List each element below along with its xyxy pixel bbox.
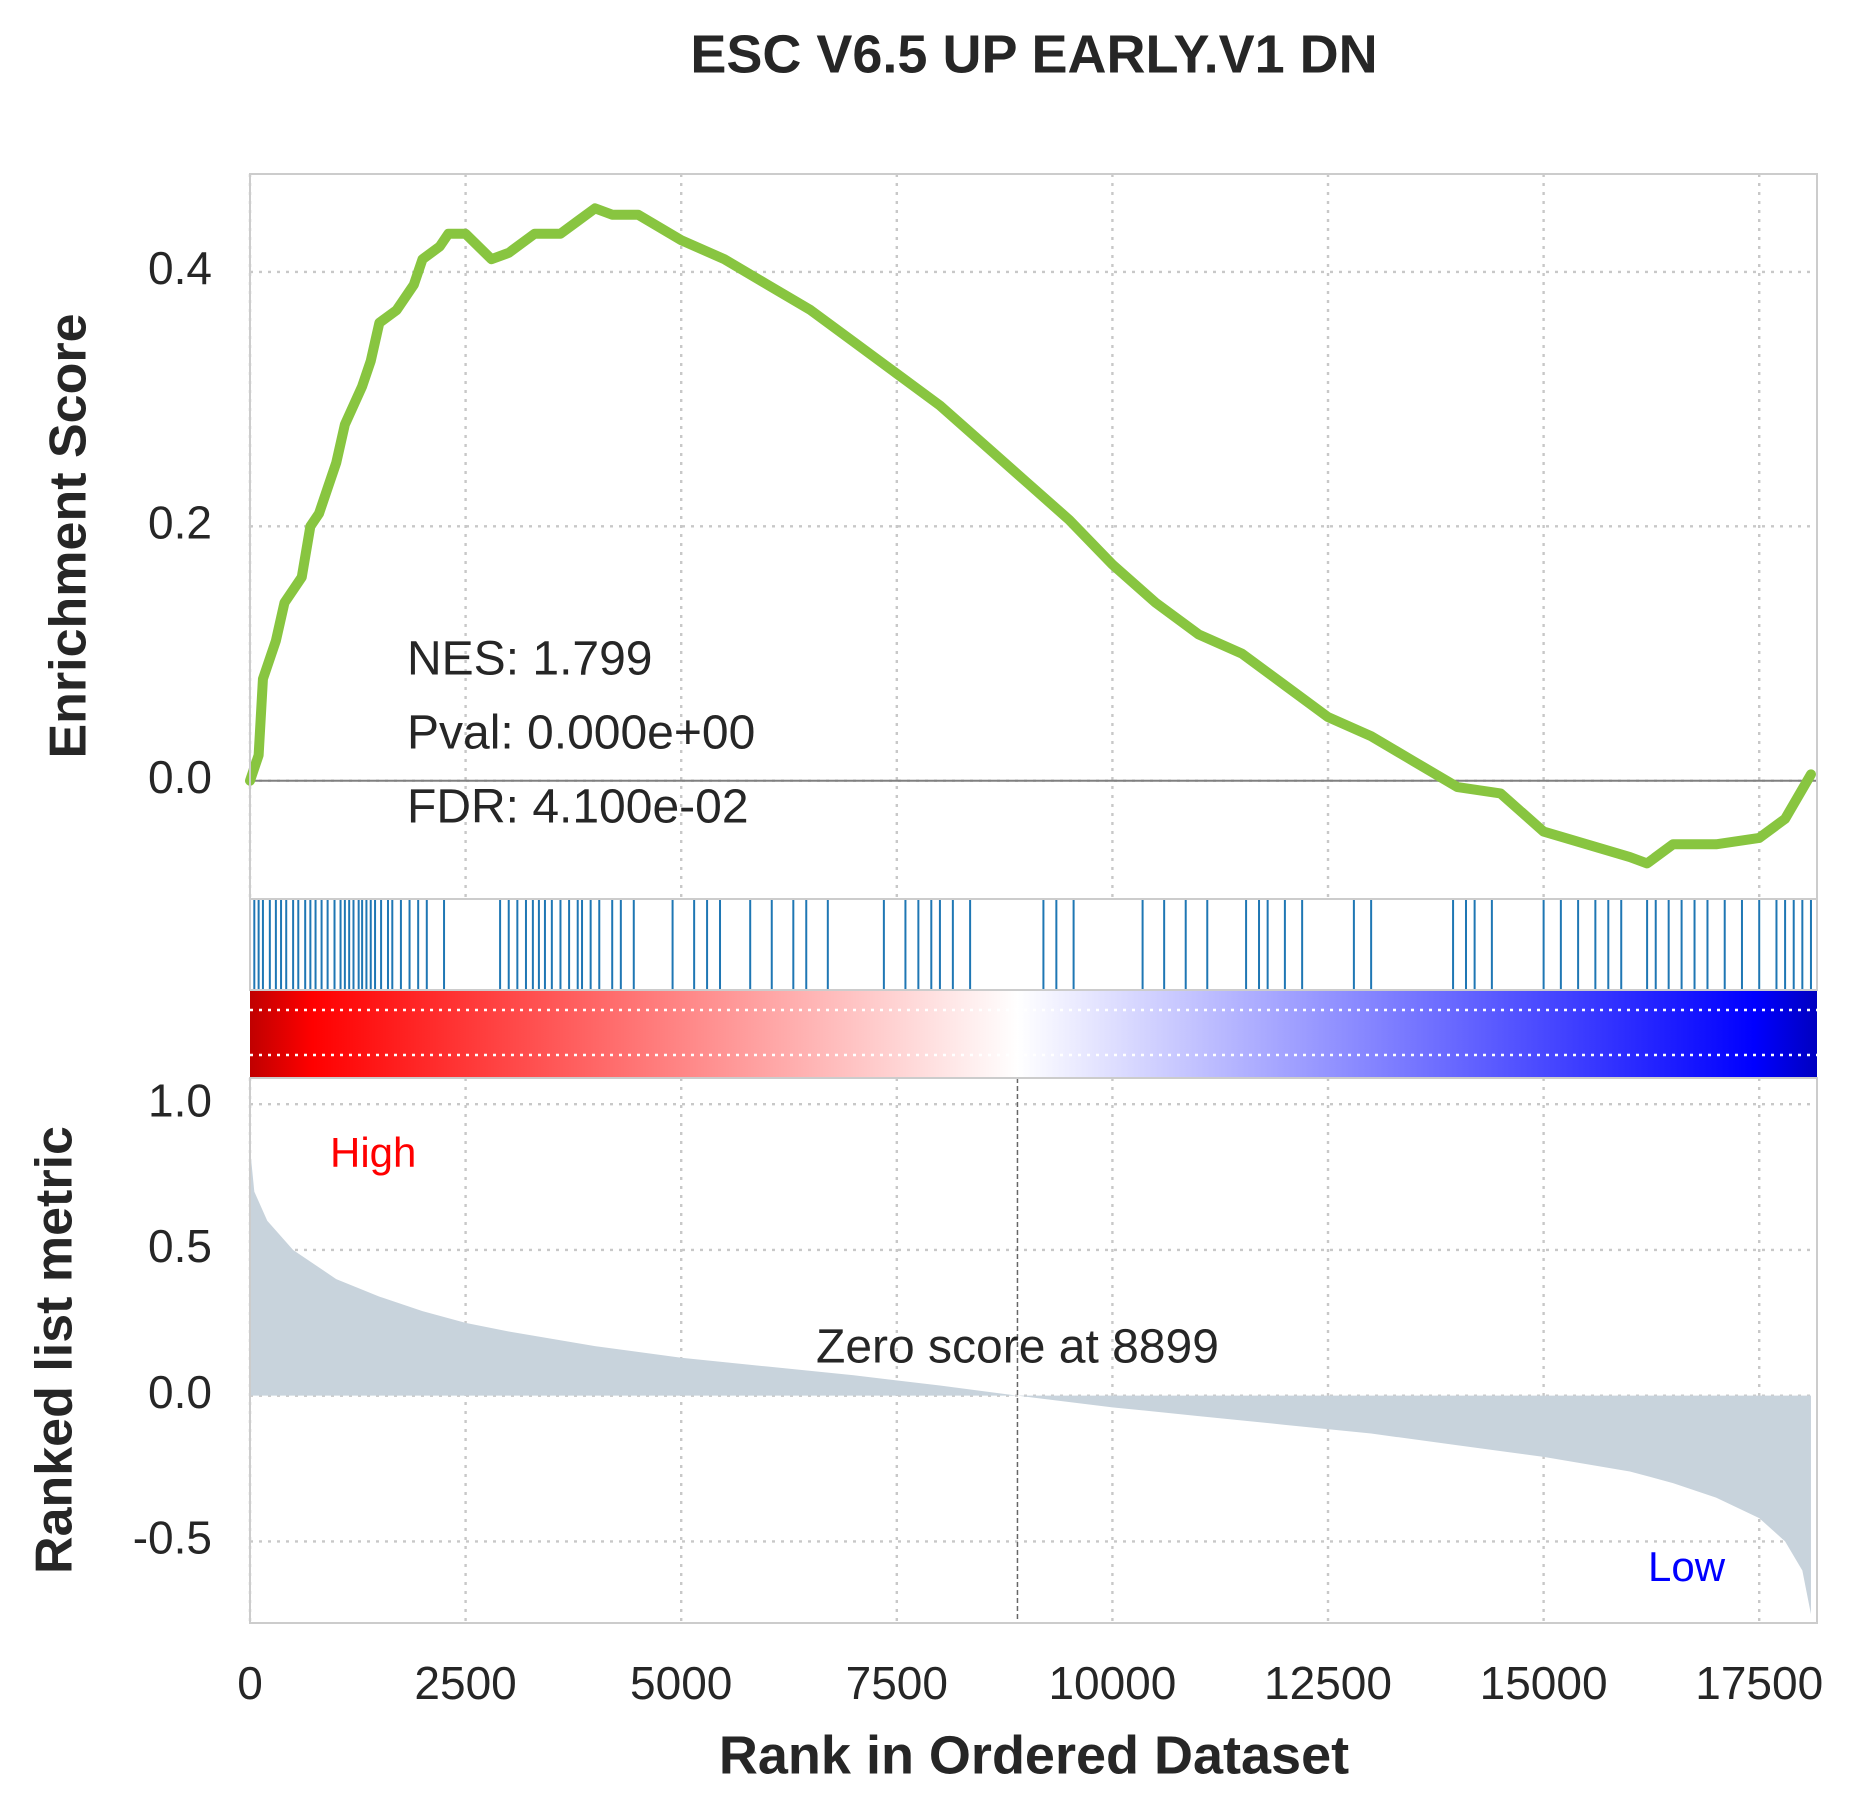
- y-tick-label: 0.0: [148, 751, 212, 803]
- low-label: Low: [1648, 1543, 1726, 1590]
- y-tick-label: 0.0: [148, 1366, 212, 1418]
- metric-area: [250, 1147, 1811, 1615]
- x-tick-label: 2500: [414, 1657, 516, 1709]
- y-axis-label: Ranked list metric: [26, 1126, 84, 1574]
- x-tick-label: 10000: [1048, 1657, 1176, 1709]
- x-tick-label: 0: [237, 1657, 263, 1709]
- x-tick-label: 7500: [846, 1657, 948, 1709]
- stat-annotation: Pval: 0.000e+00: [407, 707, 755, 760]
- x-tick-label: 12500: [1264, 1657, 1392, 1709]
- chart-title: ESC V6.5 UP EARLY.V1 DN: [690, 24, 1377, 84]
- y-tick-label: 0.2: [148, 496, 212, 548]
- colorbar: [250, 990, 1817, 1078]
- hit-strip-frame: [249, 898, 1818, 991]
- axes-frame: [249, 173, 1818, 900]
- y-tick-label: -0.5: [133, 1512, 212, 1564]
- stat-annotation: FDR: 4.100e-02: [407, 781, 749, 834]
- y-tick-label: 0.5: [148, 1220, 212, 1272]
- y-tick-label: 1.0: [148, 1074, 212, 1126]
- x-tick-label: 5000: [630, 1657, 732, 1709]
- zero-score-label: Zero score at 8899: [816, 1321, 1219, 1374]
- y-tick-label: 0.4: [148, 242, 212, 294]
- axes-frame: [249, 1077, 1818, 1624]
- x-axis-label: Rank in Ordered Dataset: [719, 1725, 1349, 1785]
- stat-annotation: NES: 1.799: [407, 633, 652, 686]
- y-axis-label: Enrichment Score: [40, 313, 98, 758]
- x-tick-label: 17500: [1695, 1657, 1823, 1709]
- high-label: High: [330, 1129, 416, 1176]
- x-tick-label: 15000: [1480, 1657, 1608, 1709]
- es-line: [245, 203, 1816, 869]
